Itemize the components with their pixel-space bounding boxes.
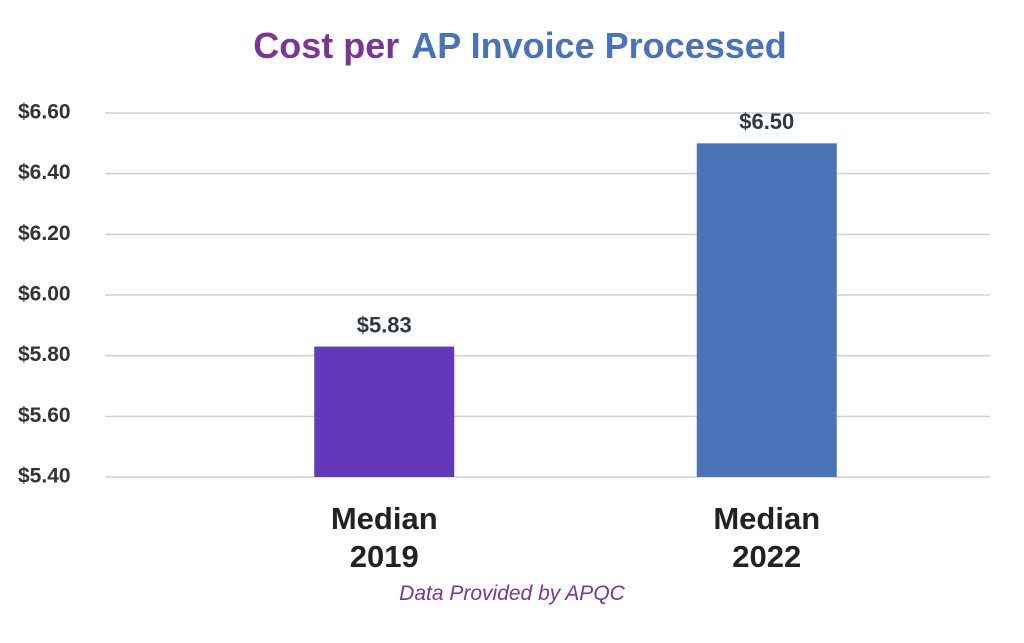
- title-part: Cost per: [253, 25, 399, 66]
- y-tick-label: $5.60: [18, 404, 71, 427]
- bar: [696, 143, 837, 478]
- value-label: $5.83: [357, 312, 412, 337]
- chart-title: Cost per AP Invoice Processed: [253, 25, 787, 66]
- y-tick-label: $5.80: [18, 343, 71, 366]
- x-tick-label: Median 2019: [330, 501, 438, 574]
- y-tick-label: $6.40: [18, 161, 71, 184]
- x-tick-label: Median 2022: [713, 501, 821, 574]
- source-note: Data Provided by APQC: [399, 582, 625, 605]
- title-part: AP Invoice Processed: [411, 25, 787, 66]
- y-tick-label: $6.20: [18, 222, 71, 245]
- y-tick-label: $5.40: [18, 465, 71, 488]
- value-label: $6.50: [739, 109, 794, 134]
- y-tick-label: $6.00: [18, 283, 71, 306]
- bar: [314, 346, 455, 477]
- y-tick-label: $6.60: [18, 101, 71, 124]
